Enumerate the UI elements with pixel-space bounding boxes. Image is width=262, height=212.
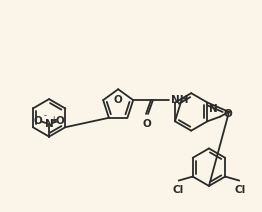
Text: O: O [56,116,64,126]
Text: Cl: Cl [234,186,246,195]
Text: N: N [45,119,53,129]
Text: O: O [143,119,151,129]
Text: N: N [209,103,218,114]
Text: Cl: Cl [172,186,184,195]
Text: O: O [223,109,232,119]
Text: -: - [44,111,47,120]
Text: +: + [50,115,56,124]
Text: O: O [34,116,43,126]
Text: NH: NH [171,95,188,105]
Text: O: O [114,95,123,105]
